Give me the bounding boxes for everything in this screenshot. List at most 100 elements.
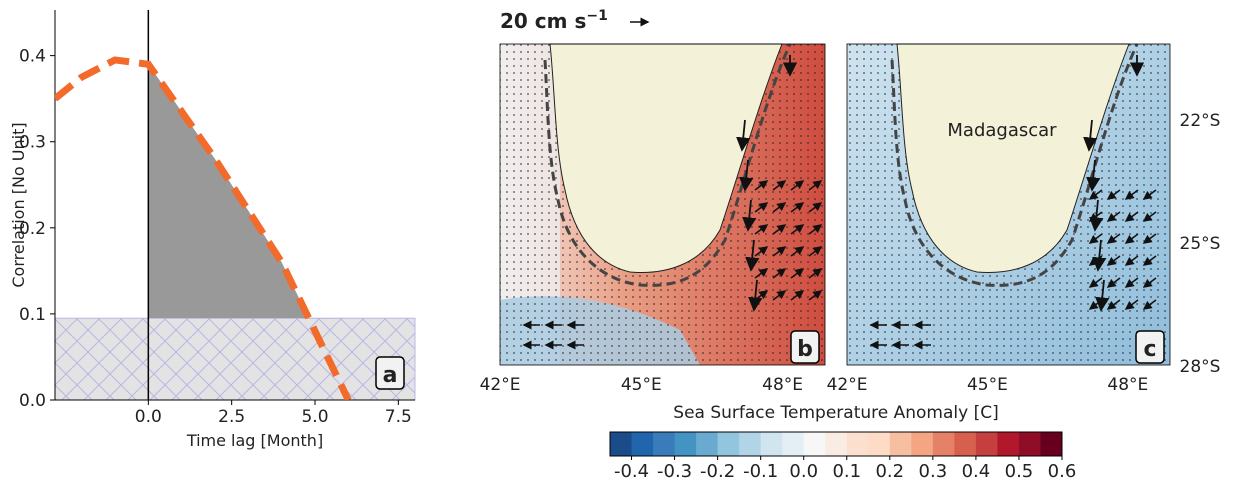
colorbar-tick-label: 0.3 [919,461,948,482]
lon-label: 42°E [827,375,868,395]
arrow [1106,233,1121,244]
arrow [754,202,769,213]
arrow [1106,189,1121,200]
colorbar-tick-label: 0.4 [962,461,991,482]
arrow [772,246,787,257]
map-labels: 20 cm s−1 Madagascar b 42°E 45°E 48°E c 42°E 4… [480,8,1221,395]
arrow [790,224,805,235]
map-c [847,43,1170,365]
arrow [772,268,787,279]
panel-a: 0.0 2.5 5.0 7.5 0.0 0.1 0.2 0.3 0.4 Time lag [Mon… [9,10,416,450]
colorbar-tick-label: 0.6 [1048,461,1077,482]
arrow [1142,211,1157,222]
x-tick-label: 2.5 [218,407,245,427]
arrow [808,290,823,301]
colorbar-segment [631,432,654,456]
contour [890,43,1139,287]
arrow [1142,299,1157,310]
map-b [500,43,825,365]
colorbar-segment [868,432,891,456]
scale-label: 20 cm s−1 [500,8,608,33]
colorbar-segment [889,432,912,456]
colorbar-segment [825,432,848,456]
colorbar-segment [911,432,934,456]
colorbar-segment [1040,432,1063,456]
arrow [808,246,823,257]
arrow [1088,277,1103,288]
arrow [754,224,769,235]
y-axis-label: Correlation [No Unit] [9,122,28,287]
lon-label: 48°E [1107,375,1148,395]
panel-label: c [1143,337,1156,362]
significance-hatch [55,318,415,400]
map-frame [499,43,826,366]
colorbar-tick-label: 0.2 [875,461,904,482]
arrow [745,239,760,272]
arrow [808,180,823,191]
arrow [736,119,751,152]
arrow [772,290,787,301]
colorbar-segment [954,432,977,456]
arrow [739,159,754,192]
colorbar-segment [717,432,740,456]
colorbar-frame [609,431,1063,457]
y-tick-label: 0.1 [19,305,46,325]
colorbar-segment [782,432,805,456]
lon-label: 48°E [762,375,803,395]
colorbar-title: Sea Surface Temperature Anomaly [C] [673,403,998,423]
arrow [772,180,787,191]
arrow [772,224,787,235]
x-tick-label: 0.0 [135,407,162,427]
colorbar-segment [846,432,869,456]
arrow [772,202,787,213]
panel-label-box [1135,330,1165,364]
colorbar-tick-label: -0.2 [700,461,735,482]
arrow [1124,233,1139,244]
arrow [1124,255,1139,266]
y-tick-label: 0.0 [19,391,46,411]
arrow [1088,233,1103,244]
colorbar-segment [653,432,676,456]
arrow [790,268,805,279]
colorbar-tick-label: 0.1 [832,461,861,482]
arrow [1083,119,1098,152]
colorbar-segment [975,432,998,456]
panel-label: b [797,337,813,362]
colorbar-tick-label: -0.4 [614,461,649,482]
y-tick-label: 0.2 [19,219,46,239]
y-tick-label: 0.3 [19,133,46,153]
x-axis-label: Time lag [Month] [186,431,323,450]
arrow [808,224,823,235]
colorbar-segment [696,432,719,456]
lat-label: 22°S [1180,111,1221,131]
lon-label: 42°E [480,375,521,395]
arrow [1124,189,1139,200]
current-arrows [522,55,1157,350]
x-tick-label: 5.0 [301,407,328,427]
arrow [1124,277,1139,288]
x-tick-label: 7.5 [385,407,412,427]
arrow [790,290,805,301]
area-above-threshold [148,64,349,319]
arrow [1142,277,1157,288]
panel-label-box [375,356,405,390]
colorbar-tick-label: 0.0 [789,461,818,482]
colorbar-segment [932,432,955,456]
colorbar-segment [1018,432,1041,456]
annotation: Madagascar [947,120,1057,141]
arrow [1142,255,1157,266]
arrow [742,199,757,232]
arrow [1142,189,1157,200]
map-frame [846,43,1171,366]
colorbar-segment [760,432,783,456]
colorbar-segment [803,432,826,456]
arrow [754,180,769,191]
arrow [1142,233,1157,244]
colorbar-tick-label: 0.5 [1005,461,1034,482]
arrow [1106,255,1121,266]
arrow [754,268,769,279]
scale-text: 20 cm s [500,9,586,33]
arrow [1124,211,1139,222]
arrow [1106,299,1121,310]
